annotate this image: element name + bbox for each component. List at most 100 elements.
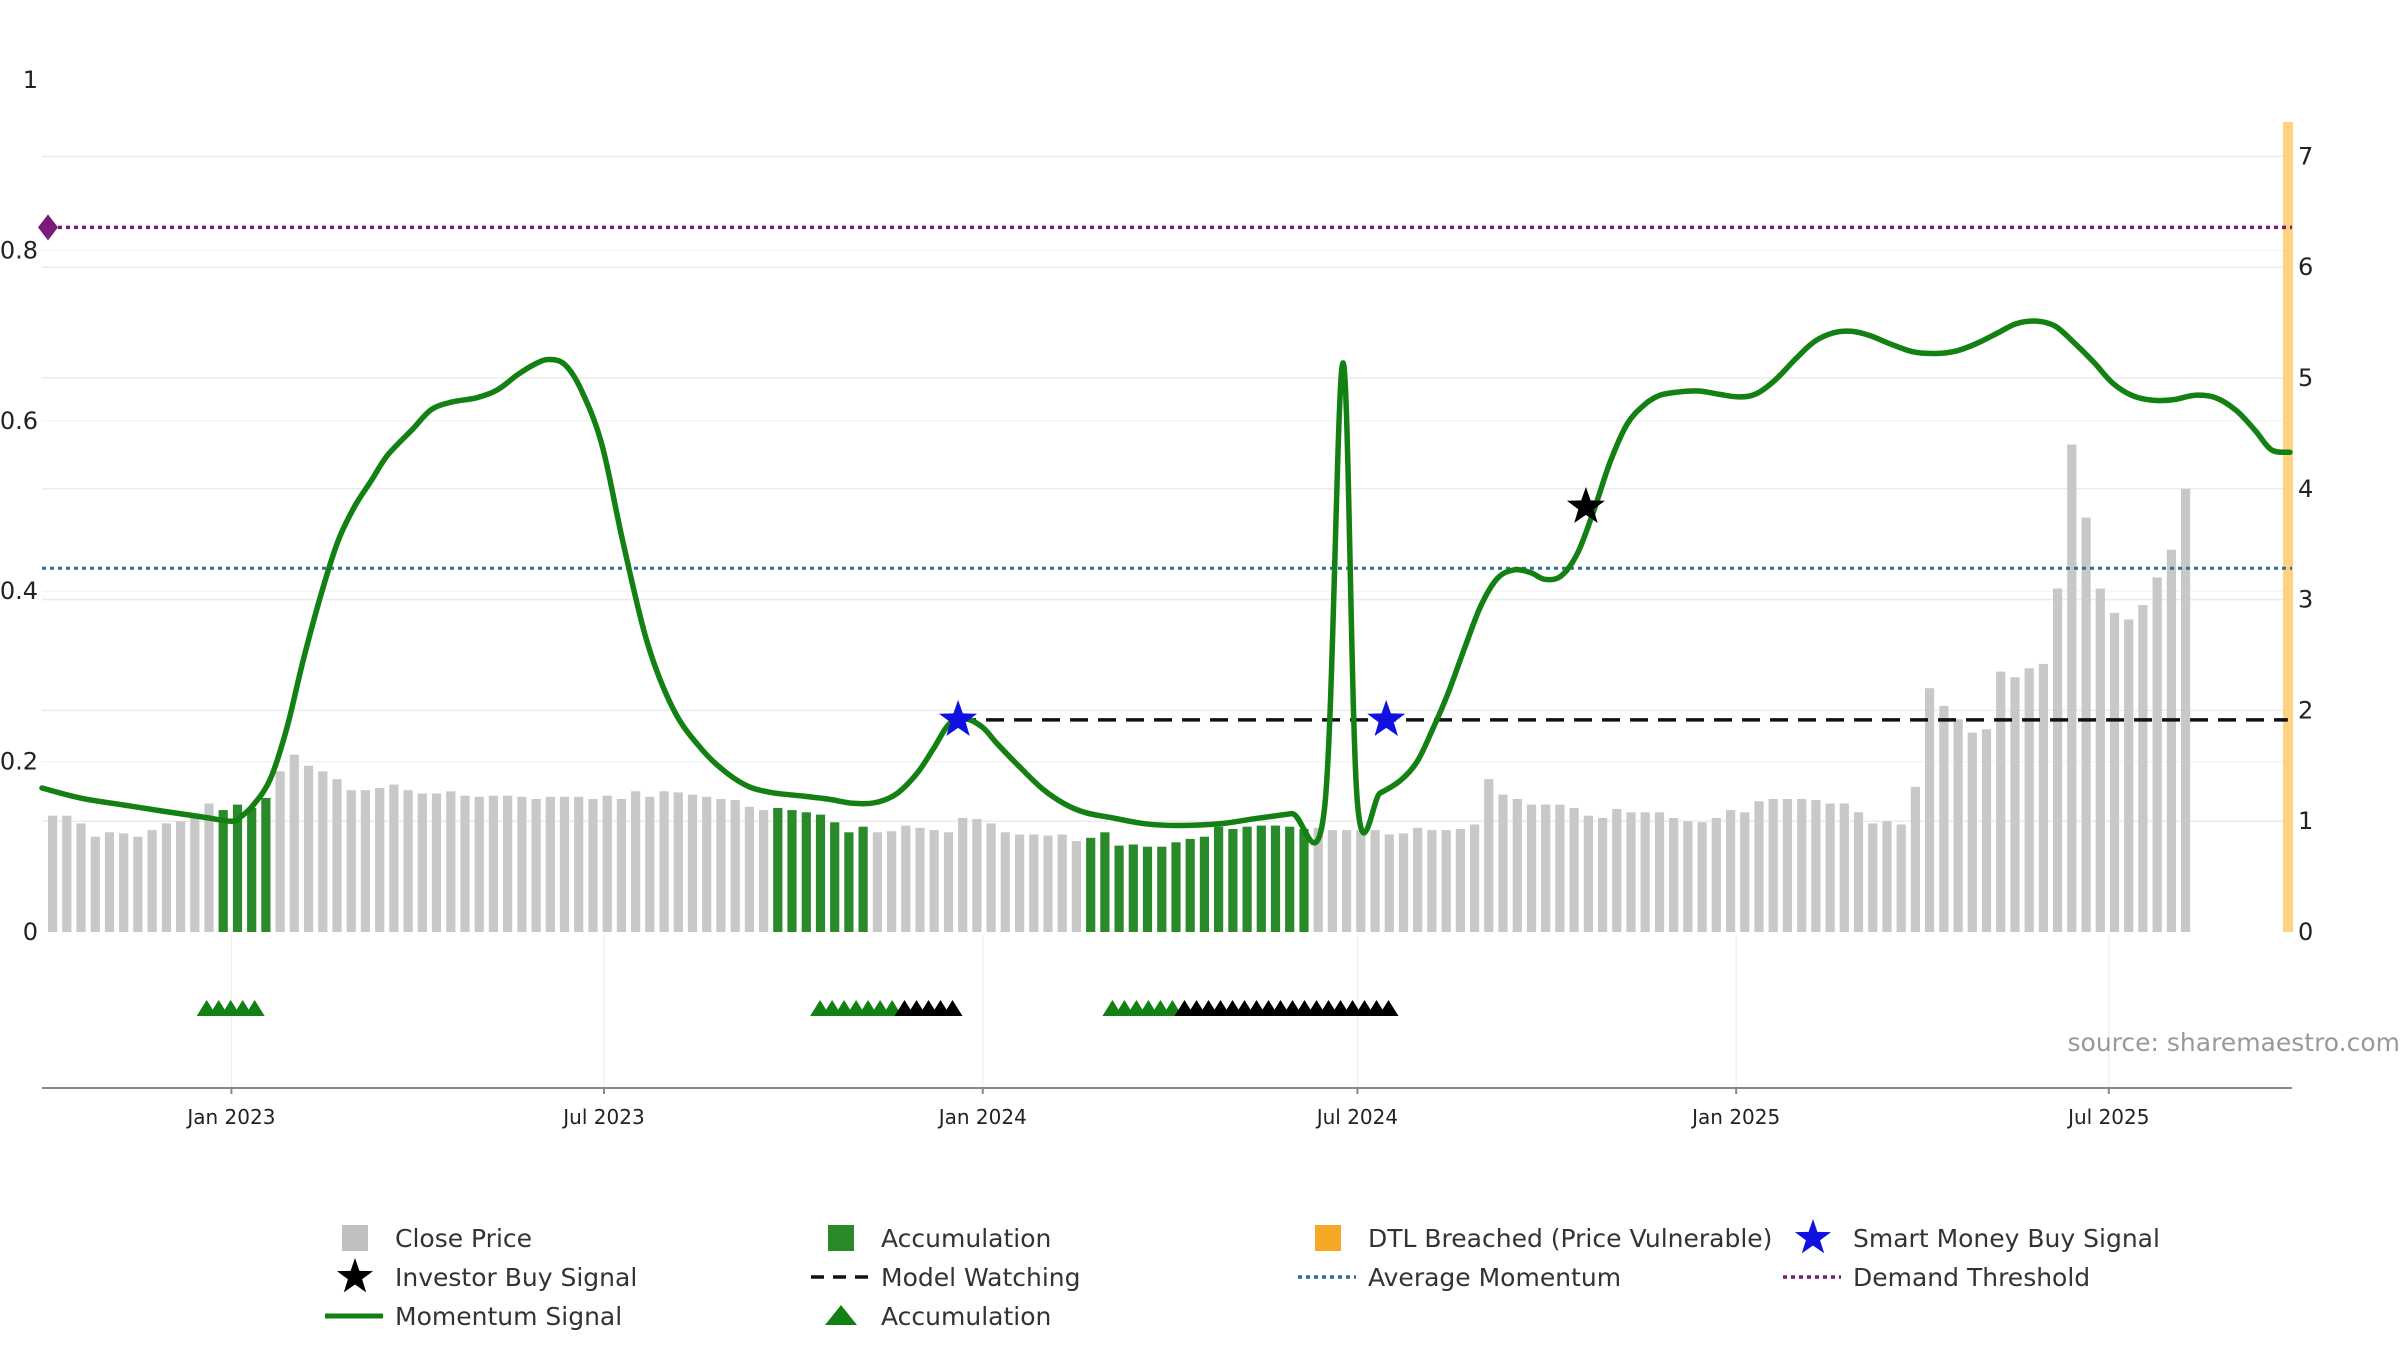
close-price-bar [1726,810,1735,932]
close-price-bar [2138,605,2147,932]
close-price-bar [361,790,370,932]
accumulation-bar [1200,837,1209,932]
close-price-bar [759,810,768,932]
close-price-bar [617,799,626,932]
close-price-bar [190,815,199,932]
accumulation-bar [1143,847,1152,932]
close-price-bar [1001,832,1010,932]
accumulation-bar [1157,847,1166,932]
close-price-bar [176,821,185,932]
close-price-bar [2053,589,2062,933]
close-price-bar [1954,719,1963,932]
close-price-bar [702,797,711,932]
close-price-bar [389,785,398,932]
close-price-bar [91,837,100,932]
y-right-tick-label: 1 [2298,807,2313,835]
close-price-bar [1811,800,1820,932]
legend-item: Demand Threshold [1783,1263,2090,1292]
reference-lines [38,214,2292,719]
accumulation-bar [1214,827,1223,932]
close-price-bar [958,818,967,932]
close-price-bar [517,797,526,932]
close-price-bar [1342,830,1351,932]
orange-square-icon [1315,1225,1341,1251]
accumulation-bar [844,832,853,932]
accumulation-bar [1285,827,1294,932]
close-price-bar [1740,812,1749,932]
accumulation-bar [787,810,796,932]
close-price-bar [1868,823,1877,932]
close-price-bar [2124,620,2133,933]
close-price-bar [276,771,285,932]
close-price-bar [1698,822,1707,932]
legend-label: Model Watching [881,1263,1081,1292]
close-price-bar [1385,835,1394,933]
close-price-bar [446,791,455,932]
accumulation-bar [1171,842,1180,932]
close-price-bar [332,779,341,932]
y-right-tick-label: 6 [2298,253,2313,281]
close-price-bar [1769,799,1778,932]
accumulation-bar [261,798,270,932]
y-right-tick-label: 0 [2298,918,2313,946]
accumulation-bar [1129,845,1138,933]
accumulation-bar [1100,832,1109,932]
accumulation-bar [219,810,228,932]
legend-item: Close Price [342,1224,532,1253]
close-price-bar [1513,799,1522,932]
close-price-bar [2096,589,2105,933]
close-price-bar [133,837,142,932]
close-price-bar [1754,801,1763,932]
close-price-bar [375,788,384,932]
smart-money-buy-star [1367,700,1405,736]
close-price-bar [2067,445,2076,933]
accumulation-triangles [197,1000,1399,1016]
y-left-tick-label: 0.4 [0,577,38,605]
legend-item: Model Watching [811,1263,1081,1292]
close-price-bar [1882,821,1891,932]
y-left-tick-label: 0.6 [0,407,38,435]
close-price-bar [915,828,924,932]
close-price-bar [1797,799,1806,932]
close-price-bar [318,771,327,932]
close-price-bar [1570,808,1579,932]
close-price-bar [930,830,939,932]
close-price-bar [1669,818,1678,932]
close-price-bar [2010,677,2019,932]
close-price-bar [887,831,896,932]
close-price-bar [76,823,85,932]
accumulation-bar [1243,827,1252,932]
y-left-tick-label: 0.2 [0,748,38,776]
legend-item: Accumulation [828,1224,1051,1253]
x-tick-label: Jan 2025 [1690,1105,1780,1129]
gridlines [42,156,2292,1088]
legend-item: Momentum Signal [325,1302,622,1331]
close-price-bar [1911,787,1920,932]
legend-label: Demand Threshold [1853,1263,2090,1292]
y-left-tick-label: 1 [23,66,38,94]
close-price-bar [1925,688,1934,932]
close-price-bar [1442,830,1451,932]
close-price-bar [404,790,413,932]
legend-label: Accumulation [881,1224,1051,1253]
close-price-bar [1427,830,1436,932]
close-price-bar [1683,821,1692,932]
blue-star-icon [1795,1219,1831,1253]
x-tick-label: Jul 2025 [2066,1105,2149,1129]
signal-markers [939,487,1605,736]
close-price-bar [1413,828,1422,932]
accumulation-bar [859,827,868,932]
close-price-bar [475,797,484,932]
close-price-bar [489,796,498,932]
close-price-bar [1555,805,1564,932]
close-price-bar [304,766,313,932]
close-price-bar [48,816,57,932]
y-right-tick-label: 7 [2298,142,2313,170]
close-price-bar [2039,664,2048,932]
x-tick-label: Jul 2023 [561,1105,644,1129]
close-price-bar [1029,835,1038,933]
legend-item: Smart Money Buy Signal [1795,1219,2160,1253]
